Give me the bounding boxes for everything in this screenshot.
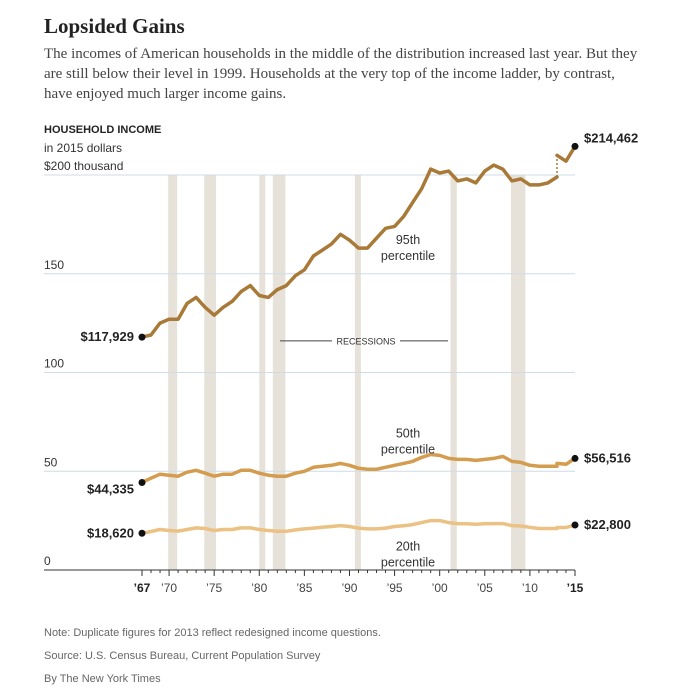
series-label-p20-line1: percentile <box>381 555 435 569</box>
x-tick-label-1980: ’80 <box>251 581 267 595</box>
income-line-chart: 0 50 100 150 $200 thousand ’67 ’70 ’75 ’80 ’85 ’9… <box>44 124 638 595</box>
gridlines: 0 50 100 150 $200 thousand <box>44 159 575 568</box>
x-tick-label-2005: ’05 <box>477 581 493 595</box>
series-line-redesigned-p50 <box>555 456 577 467</box>
y-tick-label-50: 50 <box>44 455 58 469</box>
start-label-p95: $117,929 <box>80 329 134 344</box>
recessions-label: RECESSIONS <box>336 336 395 346</box>
x-tick-label-1990: ’90 <box>341 581 357 595</box>
source-line: Source: U.S. Census Bureau, Current Popu… <box>44 650 321 662</box>
series-label-p20-line0: 20th <box>396 539 420 553</box>
series-line-p50 <box>140 452 559 485</box>
end-label-p95: $214,462 <box>584 130 638 145</box>
end-point-p95 <box>571 142 579 150</box>
y-axis-unit: in 2015 dollars <box>44 141 122 155</box>
start-label-p50: $44,335 <box>87 482 134 497</box>
start-label-p20: $18,620 <box>87 525 134 540</box>
end-point-p20 <box>571 521 579 529</box>
start-point-p95 <box>138 333 146 341</box>
x-tick-label-2010: ’10 <box>522 581 538 595</box>
x-tick-label-2000: ’00 <box>432 581 448 595</box>
series-lines <box>138 142 579 537</box>
y-axis-title: HOUSEHOLD INCOME <box>44 124 161 136</box>
series-label-p50-line1: percentile <box>381 443 435 457</box>
end-label-p50: $56,516 <box>584 450 631 465</box>
series-label-p95-line1: percentile <box>381 249 435 263</box>
x-tick-label-1970: ’70 <box>161 581 177 595</box>
y-tick-label-0: 0 <box>44 554 51 568</box>
series-line-redesigned-p95 <box>555 144 577 163</box>
end-point-p50 <box>571 454 579 462</box>
x-tick-label-1985: ’85 <box>296 581 312 595</box>
annotations: HOUSEHOLD INCOME in 2015 dollars RECESSI… <box>44 124 638 569</box>
series-line-p20 <box>140 518 559 536</box>
x-tick-label-2015: ’15 <box>567 581 584 595</box>
axes: ’67 ’70 ’75 ’80 ’85 ’90 ’95 ’00 ’05 ’10 ’15 <box>44 569 584 595</box>
credit-line: By The New York Times <box>44 673 161 685</box>
y-tick-label-150: 150 <box>44 258 64 272</box>
series-label-p95-line0: 95th <box>396 233 420 247</box>
start-point-p50 <box>138 479 146 487</box>
footnote: Note: Duplicate figures for 2013 reflect… <box>44 627 381 639</box>
chart-title: Lopsided Gains <box>44 14 185 38</box>
series-label-p50-line0: 50th <box>396 427 420 441</box>
end-label-p20: $22,800 <box>584 517 631 532</box>
x-tick-label-1967: ’67 <box>134 581 151 595</box>
y-tick-label-100: 100 <box>44 357 64 371</box>
x-tick-label-1975: ’75 <box>206 581 222 595</box>
y-tick-label-200: $200 thousand <box>44 159 123 173</box>
series-line-p95 <box>140 163 559 339</box>
chart-subtitle: The incomes of American households in th… <box>44 46 638 102</box>
start-point-p20 <box>138 529 146 537</box>
x-tick-label-1995: ’95 <box>387 581 403 595</box>
